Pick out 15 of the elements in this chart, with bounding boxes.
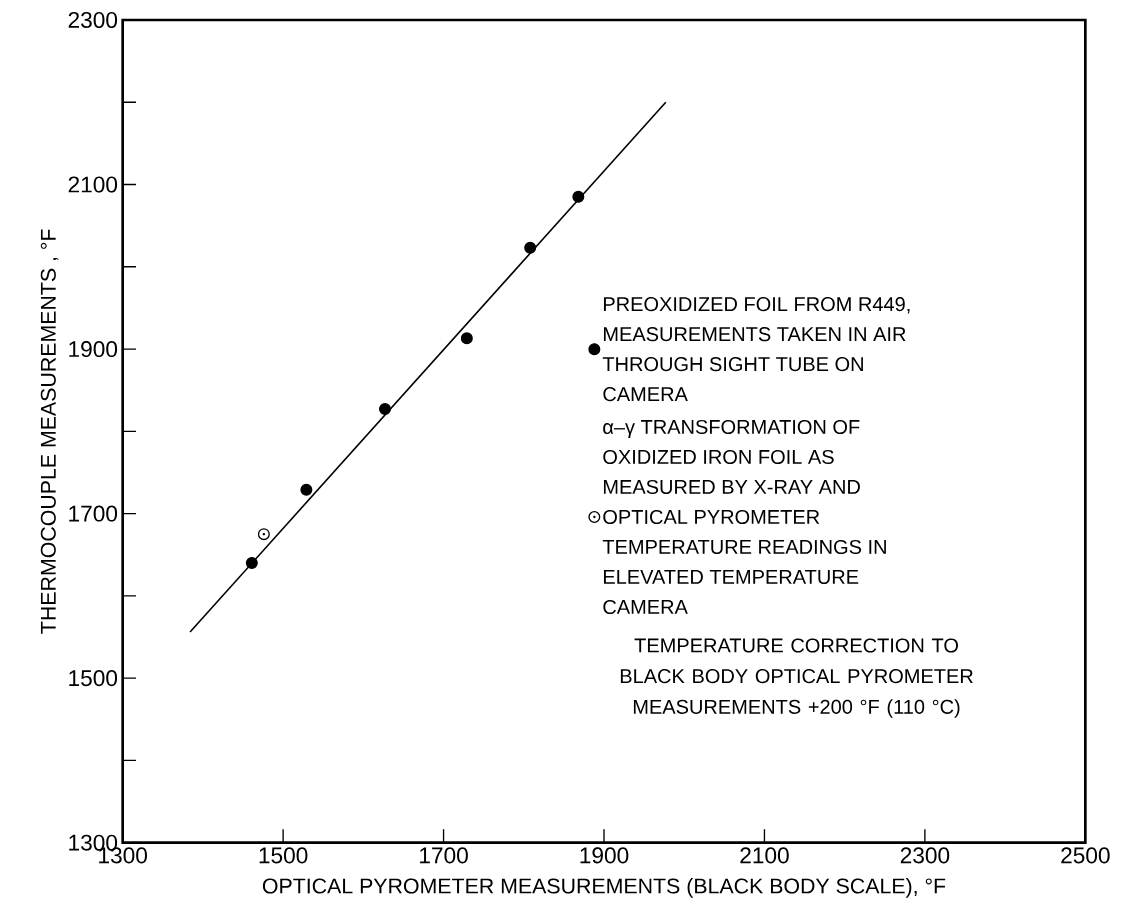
x-tick-label: 2100 xyxy=(740,847,789,864)
x-tick-label: 2300 xyxy=(900,847,950,864)
y-tick-label: 2100 xyxy=(68,176,118,193)
x-axis-title: OPTICAL PYROMETER MEASUREMENTS (BLACK BODY SCALE), °F xyxy=(262,877,946,898)
legend-label: α–γ TRANSFORMATION OF OXIDIZED IRON FOIL AS MEASURED BY X-RAY AND OPTICAL PYROMETER TEMPERATURE READINGS IN ELEVATED TEMPERATURE CAMERA xyxy=(602,419,886,615)
y-tick-label: 1500 xyxy=(69,670,118,687)
x-tick-label: 1900 xyxy=(580,847,629,864)
x-tick-label: 2500 xyxy=(1061,847,1110,864)
y-tick-label: 1700 xyxy=(69,505,118,522)
annotation: TEMPERATURE CORRECTION TO BLACK BODY OPTICAL PYROMETER MEASUREMENTS +200 °F (110 °C) xyxy=(620,638,973,718)
x-tick-label: 1700 xyxy=(420,847,468,864)
y-tick-label: 1900 xyxy=(69,341,118,358)
y-tick-label: 2300 xyxy=(68,11,118,29)
x-tick-label: 1500 xyxy=(259,847,308,864)
y-axis-title: THERMOCOUPLE MEASUREMENTS , °F xyxy=(40,229,59,634)
